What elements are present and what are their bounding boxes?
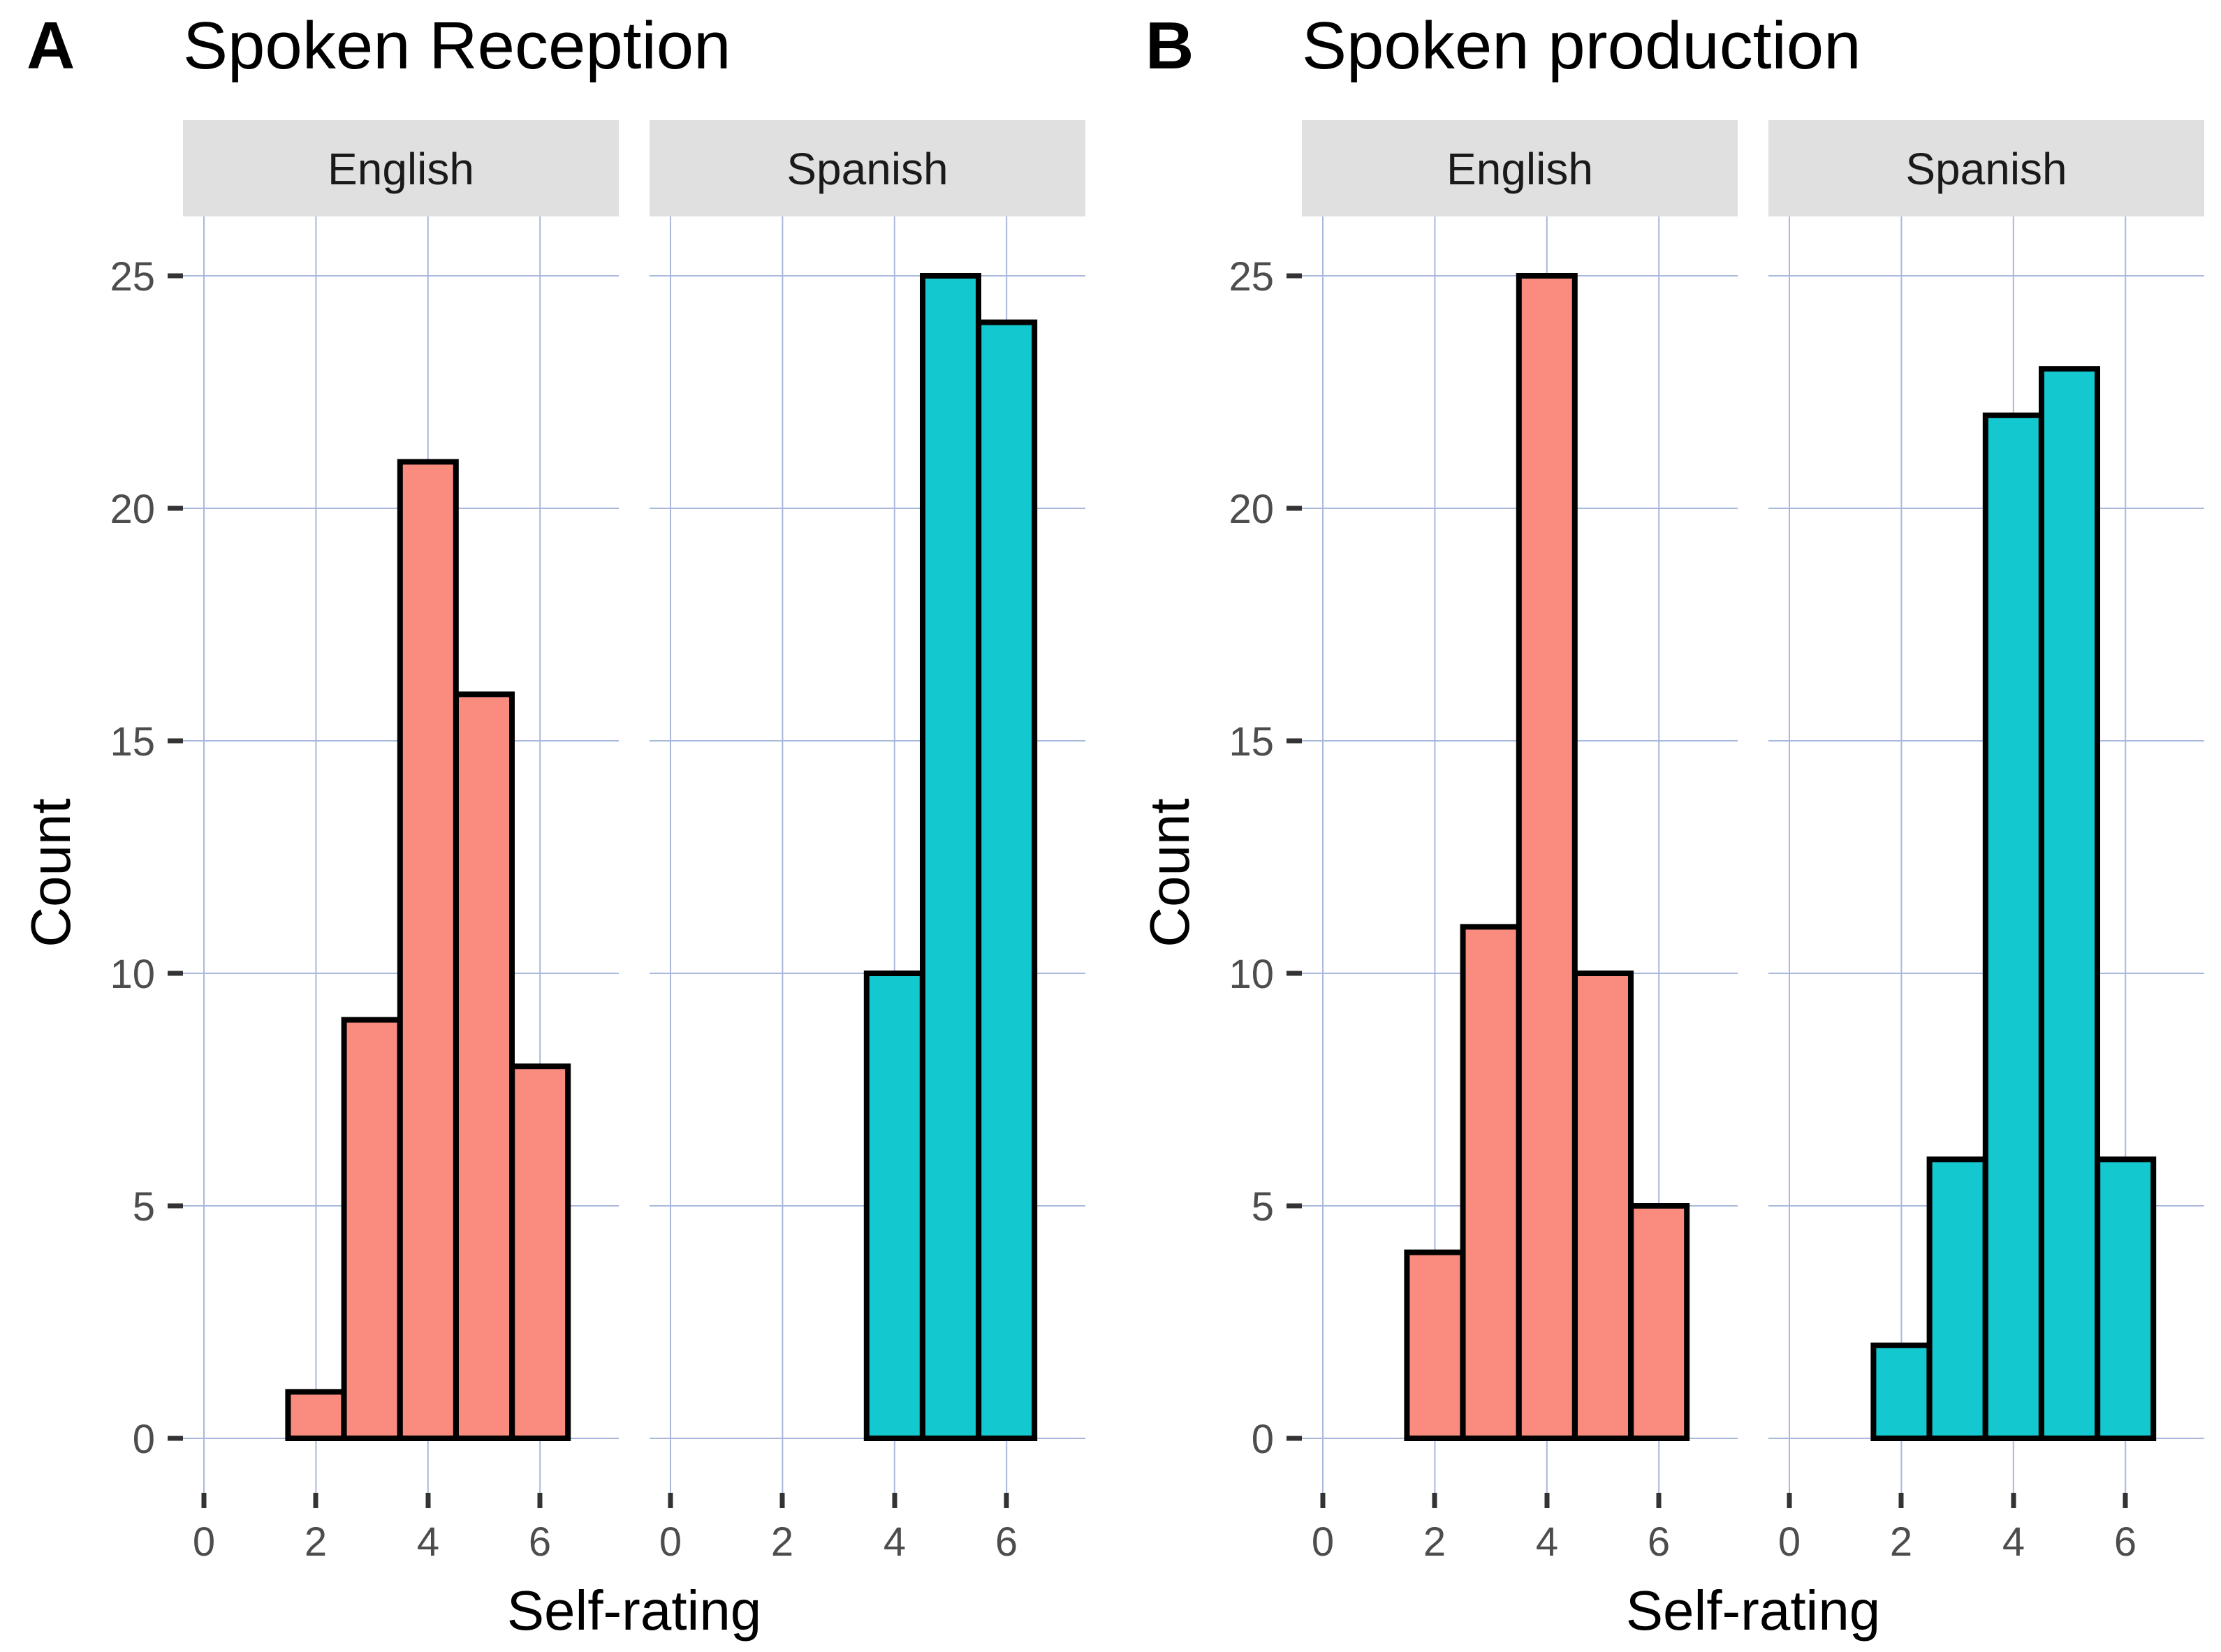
panel-b-y-tick-label: 15 [1229, 719, 1274, 765]
panel-a-x-tick-label: 4 [884, 1519, 906, 1565]
panel-a-english-x-axis: 0 2 4 6 [193, 1493, 551, 1565]
panel-b-x-tick-label: 2 [1890, 1519, 1912, 1565]
panel-a-x-axis-title: Self-rating [507, 1579, 762, 1642]
panel-b-y-tick-label: 5 [1252, 1184, 1274, 1230]
panel-a-x-tick-label: 0 [659, 1519, 682, 1565]
panel-a-english-strip-label: English [328, 144, 474, 194]
panel-b-english-bar-5 [1572, 971, 1634, 1441]
panel-b-x-tick-label: 0 [1312, 1519, 1334, 1565]
panel-a-x-tick-label: 4 [417, 1519, 439, 1565]
panel-a-letter: A [27, 8, 75, 83]
panel-a-title: Spoken Reception [183, 8, 731, 83]
panel-b-y-tick-label: 0 [1252, 1417, 1274, 1462]
panel-b-english-bar-2 [1404, 1249, 1466, 1441]
panel-a-y-tick-label: 0 [133, 1417, 155, 1462]
panel-b: B Spoken production English Spanish 0 5 … [1138, 8, 2204, 1642]
panel-b-y-tick-label: 10 [1229, 952, 1274, 997]
panel-a-y-axis: 0 5 10 15 20 25 [110, 254, 183, 1462]
panel-a-y-axis-title: Count [20, 798, 82, 947]
panel-b-x-axis-title: Self-rating [1626, 1579, 1881, 1642]
panel-a-spanish-bar-6 [976, 319, 1038, 1442]
panel-a-english-bars [285, 459, 571, 1442]
panel-b-spanish-strip [1768, 120, 2204, 216]
panel-b-spanish-bars [1870, 366, 2157, 1442]
panel-a-spanish-bar-5 [920, 273, 981, 1441]
panel-b-english-bars [1404, 273, 1690, 1441]
panel-a-y-tick-label: 10 [110, 952, 155, 997]
panel-b-spanish-bar-6 [2095, 1156, 2157, 1442]
panel-a-y-tick-label: 25 [110, 254, 155, 300]
panel-b-letter: B [1145, 8, 1194, 83]
panel-b-english-strip-label: English [1446, 144, 1593, 194]
panel-b-y-axis: 0 5 10 15 20 25 [1229, 254, 1302, 1462]
panel-b-spanish-bar-5 [2039, 366, 2100, 1442]
panel-b-x-tick-label: 4 [2002, 1519, 2025, 1565]
panel-b-title: Spoken production [1302, 8, 1861, 83]
panel-b-x-tick-label: 6 [1648, 1519, 1670, 1565]
panel-b-x-tick-label: 2 [1423, 1519, 1446, 1565]
panel-a-english-bar-2 [285, 1389, 347, 1442]
panel-b-english-bar-6 [1628, 1203, 1690, 1441]
panel-a-spanish-bar-4 [863, 971, 925, 1441]
panel-b-x-tick-label: 0 [1778, 1519, 1801, 1565]
panel-b-spanish-x-axis: 0 2 4 6 [1778, 1493, 2136, 1565]
panel-a-y-tick-label: 5 [133, 1184, 155, 1230]
panel-a-spanish-strip [650, 120, 1085, 216]
panel-b-spanish-strip-label: Spanish [1905, 144, 2067, 194]
panel-b-english-bar-4 [1516, 273, 1578, 1441]
panel-b-english-strip [1302, 120, 1738, 216]
panel-b-y-tick-label: 20 [1229, 487, 1274, 532]
panel-a-english-bar-3 [341, 1017, 403, 1441]
panel-b-x-tick-label: 4 [1536, 1519, 1558, 1565]
panel-b-y-axis-title: Count [1138, 798, 1201, 947]
panel-a-spanish-x-axis: 0 2 4 6 [659, 1493, 1018, 1565]
panel-a-english-bar-4 [397, 459, 459, 1441]
panel-a-x-tick-label: 2 [305, 1519, 327, 1565]
panel-a-x-tick-label: 6 [995, 1519, 1018, 1565]
panel-a-x-tick-label: 0 [193, 1519, 215, 1565]
panel-b-english-x-axis: 0 2 4 6 [1312, 1493, 1670, 1565]
panel-b-x-tick-label: 6 [2114, 1519, 2136, 1565]
panel-a: A Spoken Reception English Spanish 0 5 1… [20, 8, 1085, 1642]
panel-b-y-tick-label: 25 [1229, 254, 1274, 300]
panel-a-english-bar-5 [453, 691, 515, 1441]
panel-b-spanish-bar-2 [1870, 1342, 1933, 1442]
panel-b-spanish-bar-4 [1982, 412, 2044, 1441]
panel-b-english-bar-3 [1460, 924, 1522, 1441]
panel-a-x-tick-label: 2 [771, 1519, 793, 1565]
panel-a-spanish-bars [863, 273, 1038, 1442]
panel-a-y-tick-label: 15 [110, 719, 155, 765]
panel-a-spanish-strip-label: Spanish [786, 144, 948, 194]
panel-a-x-tick-label: 6 [529, 1519, 551, 1565]
panel-a-english-strip [183, 120, 619, 216]
panel-a-english-bar-6 [509, 1063, 571, 1441]
panel-b-spanish-bar-3 [1926, 1156, 1988, 1442]
panel-a-y-tick-label: 20 [110, 487, 155, 532]
